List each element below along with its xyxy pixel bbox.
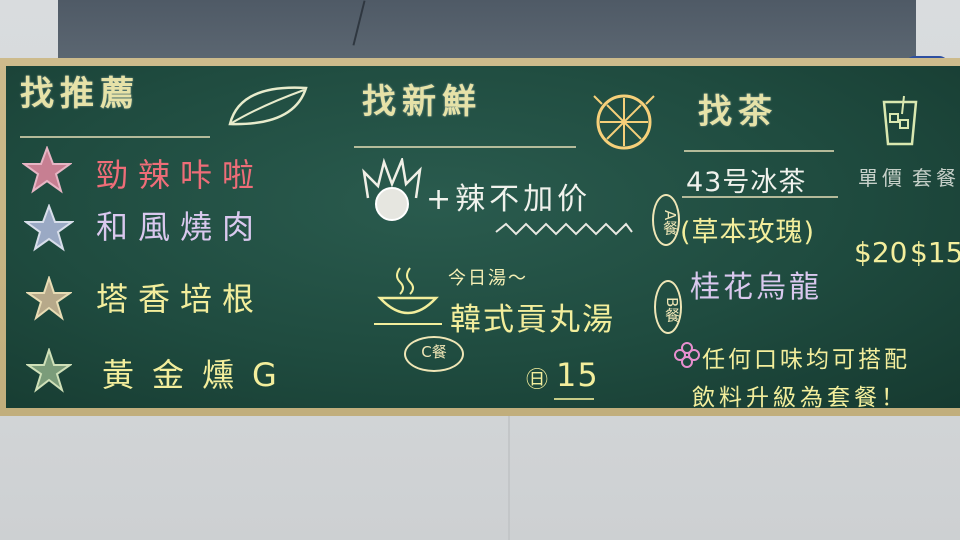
burger-drawing-icon <box>362 158 422 221</box>
wall-seam <box>508 416 510 540</box>
spicy-no-charge: +辣不加价 <box>426 182 592 217</box>
star-icon <box>22 146 72 194</box>
set-a-badge: A餐 <box>652 194 680 246</box>
zigzag-underline <box>495 222 633 236</box>
drink-cup-icon <box>882 95 918 146</box>
star-icon <box>24 204 74 252</box>
leaf-icon <box>228 86 308 126</box>
combo-note-line1: 任何口味均可搭配 <box>702 347 910 373</box>
tea-price-single: $20 <box>854 236 908 269</box>
header-tea: 找茶 <box>698 92 778 132</box>
todays-soup-label: 今日湯～ <box>448 268 528 289</box>
panel-crack <box>352 0 366 46</box>
header-recommend: 找推薦 <box>20 74 140 114</box>
flower-icon <box>674 342 700 368</box>
korean-meatball-soup: 韓式貢丸湯 <box>450 302 615 338</box>
set-c-badge: C餐 <box>404 336 464 372</box>
chalkboard: 找推薦 找新鮮 找茶 勁辣咔啦 <box>6 66 960 408</box>
star-icon <box>26 348 72 393</box>
header-underline <box>20 136 210 138</box>
col-set-price: 套餐 <box>912 166 960 190</box>
set-b-badge: B餐 <box>654 280 682 334</box>
tea-underline <box>682 196 838 198</box>
menu-item-golden-smoked: 黃金燻G <box>102 356 295 394</box>
menu-item-japanese-beef: 和風燒肉 <box>96 208 265 246</box>
header-underline <box>354 146 576 148</box>
soup-price: 15 <box>556 356 599 394</box>
price-mark: ㊐ <box>526 368 549 393</box>
upper-wall-panel <box>58 0 916 61</box>
header-fresh: 找新鮮 <box>362 82 482 122</box>
orange-slice-icon <box>593 94 655 150</box>
price-underline <box>554 398 594 400</box>
menu-item-spicy: 勁辣咔啦 <box>96 156 265 194</box>
tea-osmanthus-oolong: 桂花烏龍 <box>690 270 822 305</box>
tea-iced-43: 43号冰茶 <box>686 167 807 198</box>
combo-note-line2: 飲料升級為套餐！ <box>692 385 908 408</box>
header-underline <box>684 150 834 152</box>
col-single-price: 單價 <box>858 166 906 190</box>
star-icon <box>26 276 72 321</box>
tea-herbal-rose: (草本玫瑰) <box>680 217 816 248</box>
chalkboard-frame: 找推薦 找新鮮 找茶 勁辣咔啦 <box>0 58 960 416</box>
tea-price-set: $15 <box>910 236 960 269</box>
menu-item-basil-bacon: 塔香培根 <box>96 280 265 318</box>
soup-bowl-icon <box>374 267 442 325</box>
